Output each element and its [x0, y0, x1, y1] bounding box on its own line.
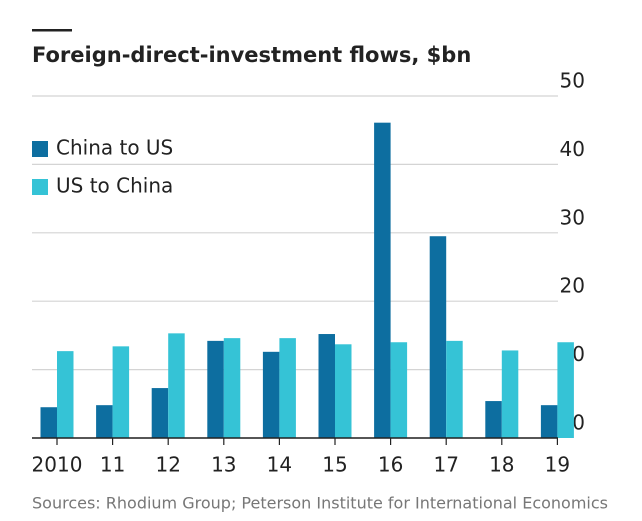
bar [335, 344, 352, 438]
bar [168, 333, 185, 438]
y-tick-label: 30 [560, 205, 585, 229]
bar [557, 342, 574, 438]
bar [207, 340, 224, 438]
bar [318, 334, 335, 438]
bar [151, 388, 169, 438]
bar [262, 351, 280, 438]
bar [429, 236, 447, 438]
x-tick-label: 13 [211, 453, 236, 477]
bar [40, 407, 57, 438]
title-rule [32, 29, 72, 32]
x-tick-label: 17 [433, 453, 458, 477]
y-tick-label: 50 [560, 69, 585, 93]
legend-label: US to China [56, 174, 173, 198]
x-tick-label: 19 [545, 453, 570, 477]
legend-swatch [32, 141, 48, 157]
chart-title: Foreign-direct-investment flows, $bn [32, 43, 471, 67]
y-tick-label: 0 [572, 411, 585, 435]
x-tick-label: 18 [489, 453, 514, 477]
bar [374, 122, 391, 439]
bar [485, 401, 502, 438]
x-tick-label: 15 [322, 453, 347, 477]
bar [446, 340, 463, 438]
bar [501, 350, 519, 438]
bar [57, 351, 74, 438]
bar [390, 342, 408, 438]
x-tick-label: 12 [155, 453, 180, 477]
bar [279, 338, 296, 438]
bar [112, 346, 130, 438]
bar [223, 338, 241, 438]
legend-label: China to US [56, 136, 173, 160]
bar [96, 405, 113, 438]
y-tick-label: 40 [560, 137, 585, 161]
x-tick-label: 2010 [32, 453, 83, 477]
x-tick-label: 11 [100, 453, 125, 477]
x-tick-label: 16 [378, 453, 403, 477]
legend-swatch [32, 179, 48, 195]
bar [540, 405, 558, 438]
y-tick-label: 20 [560, 274, 585, 298]
source-note: Sources: Rhodium Group; Peterson Institu… [32, 494, 608, 513]
x-tick-label: 14 [267, 453, 292, 477]
